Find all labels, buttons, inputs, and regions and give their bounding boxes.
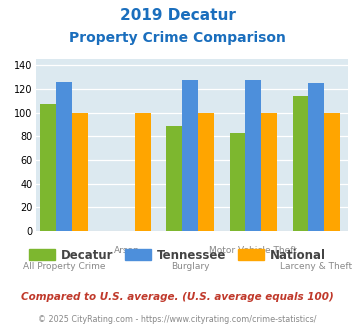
Legend: Decatur, Tennessee, National: Decatur, Tennessee, National [24,244,331,266]
Text: All Property Crime: All Property Crime [23,262,105,271]
Text: Property Crime Comparison: Property Crime Comparison [69,31,286,45]
Text: 2019 Decatur: 2019 Decatur [120,8,235,23]
Text: Motor Vehicle Theft: Motor Vehicle Theft [209,246,297,255]
Text: Larceny & Theft: Larceny & Theft [280,262,353,271]
Bar [40,104,56,231]
Bar [308,83,324,231]
Bar [182,80,198,231]
Bar [198,113,214,231]
Bar [56,82,72,231]
Bar [324,113,340,231]
Bar [245,80,261,231]
Bar [293,96,308,231]
Bar [230,133,245,231]
Text: Arson: Arson [114,246,140,255]
Bar [135,113,151,231]
Text: © 2025 CityRating.com - https://www.cityrating.com/crime-statistics/: © 2025 CityRating.com - https://www.city… [38,315,317,324]
Bar [72,113,88,231]
Text: Compared to U.S. average. (U.S. average equals 100): Compared to U.S. average. (U.S. average … [21,292,334,302]
Bar [166,126,182,231]
Text: Burglary: Burglary [171,262,209,271]
Bar [261,113,277,231]
